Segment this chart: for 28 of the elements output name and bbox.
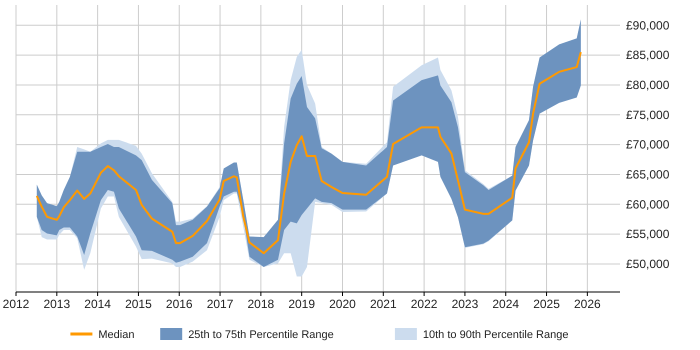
x-tick-label: 2016	[166, 297, 193, 311]
y-tick-label: £85,000	[626, 48, 670, 62]
x-tick-label: 2013	[43, 297, 70, 311]
y-tick-label: £90,000	[626, 18, 670, 32]
y-tick-label: £70,000	[626, 138, 670, 152]
y-tick-label: £75,000	[626, 108, 670, 122]
y-tick-label: £60,000	[626, 197, 670, 212]
y-tick-label: £65,000	[626, 167, 670, 182]
line-series	[36, 51, 582, 254]
x-tick-label: 2021	[370, 297, 397, 311]
x-tick-label: 2012	[2, 297, 30, 311]
y-tick-label: £80,000	[626, 78, 670, 92]
x-tick-label: 2019	[288, 297, 316, 311]
y-tick-label: £55,000	[626, 227, 670, 242]
x-tick-label: 2017	[206, 297, 234, 311]
legend-label: 25th to 75th Percentile Range	[188, 329, 334, 341]
legend-label: 10th to 90th Percentile Range	[422, 329, 568, 341]
x-tick-label: 2022	[410, 297, 438, 311]
x-tick-label: 2024	[492, 297, 520, 311]
x-tick-label: 2025	[533, 297, 560, 311]
legend-label: Median	[98, 329, 134, 341]
x-tick-label: 2018	[248, 297, 275, 311]
x-tick-label: 2023	[452, 297, 479, 311]
x-tick-label: 2020	[329, 297, 356, 311]
x-tick-label: 2015	[125, 297, 152, 311]
x-tick-label: 2026	[574, 297, 602, 311]
x-tick-label: 2014	[84, 297, 112, 311]
y-tick-label: £50,000	[626, 256, 670, 271]
